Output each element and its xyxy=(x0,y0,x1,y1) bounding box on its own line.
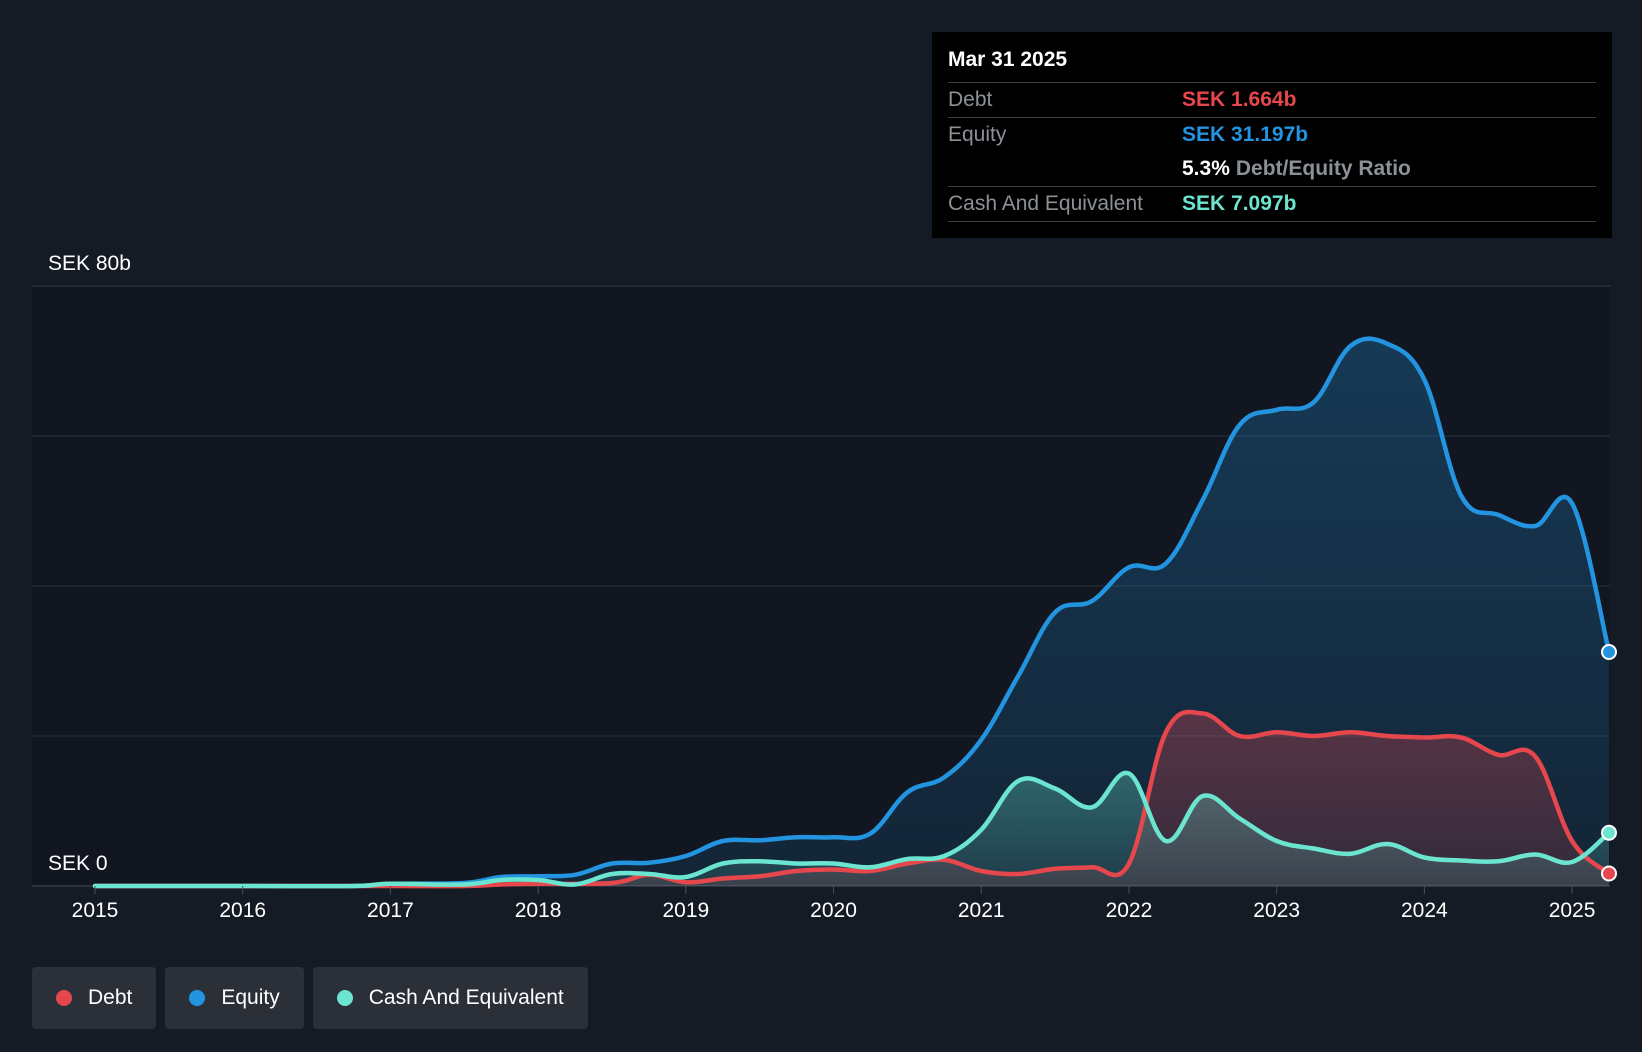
debt-line xyxy=(92,709,1612,889)
tooltip-debt-value: SEK 1.664b xyxy=(1182,88,1297,111)
series-areas xyxy=(95,338,1609,887)
legend-item-equity[interactable]: Equity xyxy=(165,967,304,1029)
legend-item-cash[interactable]: Cash And Equivalent xyxy=(312,967,588,1029)
debt-end-marker xyxy=(1601,865,1617,882)
legend-debt-label: Debt xyxy=(88,986,133,1009)
cash-end-marker xyxy=(1601,824,1617,841)
hover-tooltip: Mar 31 2025 Debt SEK 1.664b Equity SEK 3… xyxy=(932,32,1612,238)
chart-legend: Debt Equity Cash And Equivalent xyxy=(32,967,588,1029)
tooltip-cash-label: Cash And Equivalent xyxy=(948,192,1143,215)
x-tick-label: 2017 xyxy=(367,899,414,922)
equity-dot-icon xyxy=(189,990,206,1006)
x-tick-label: 2015 xyxy=(72,899,119,922)
cash-dot-icon xyxy=(336,990,353,1006)
tooltip-row-ratio: 5.3% Debt/Equity Ratio xyxy=(948,152,1596,187)
tooltip-cash-value: SEK 7.097b xyxy=(1182,192,1297,215)
legend-item-debt[interactable]: Debt xyxy=(32,967,157,1029)
debt-dot-icon xyxy=(56,990,72,1006)
tooltip-ratio-value: 5.3% xyxy=(1182,157,1230,180)
cash-line xyxy=(92,770,1612,889)
tooltip-ratio-label: Debt/Equity Ratio xyxy=(1235,157,1411,180)
y-axis-bottom-label: SEK 0 xyxy=(48,852,108,875)
tooltip-date: Mar 31 2025 xyxy=(948,46,1596,83)
y-axis-top-label: SEK 80b xyxy=(48,252,131,275)
x-tick-label: 2018 xyxy=(515,899,562,922)
x-tick-label: 2023 xyxy=(1253,899,1300,922)
x-tick-label: 2025 xyxy=(1549,899,1596,922)
x-tick-label: 2022 xyxy=(1106,899,1153,922)
legend-cash-label: Cash And Equivalent xyxy=(368,986,564,1009)
tooltip-equity-value: SEK 31.197b xyxy=(1182,123,1309,146)
equity-end-marker xyxy=(1601,644,1617,661)
tooltip-row-equity: Equity SEK 31.197b xyxy=(948,118,1596,152)
x-tick-label: 2016 xyxy=(219,899,266,922)
x-tick-label: 2019 xyxy=(662,899,709,922)
cash-area xyxy=(95,772,1609,887)
tooltip-row-debt: Debt SEK 1.664b xyxy=(948,83,1596,118)
equity-line xyxy=(92,336,1612,889)
x-tick-label: 2024 xyxy=(1401,899,1448,922)
series-lines xyxy=(92,336,1612,889)
x-axis-ticks: 2015 2016 2017 2018 2019 2020 2021 2022 2023 2024… xyxy=(72,886,1596,922)
end-markers xyxy=(1601,644,1617,882)
tooltip-row-cash: Cash And Equivalent SEK 7.097b xyxy=(948,187,1596,222)
tooltip-debt-label: Debt xyxy=(948,88,993,111)
legend-equity-label: Equity xyxy=(221,986,280,1009)
tooltip-equity-label: Equity xyxy=(948,123,1007,146)
x-tick-label: 2020 xyxy=(810,899,857,922)
x-tick-label: 2021 xyxy=(958,899,1005,922)
